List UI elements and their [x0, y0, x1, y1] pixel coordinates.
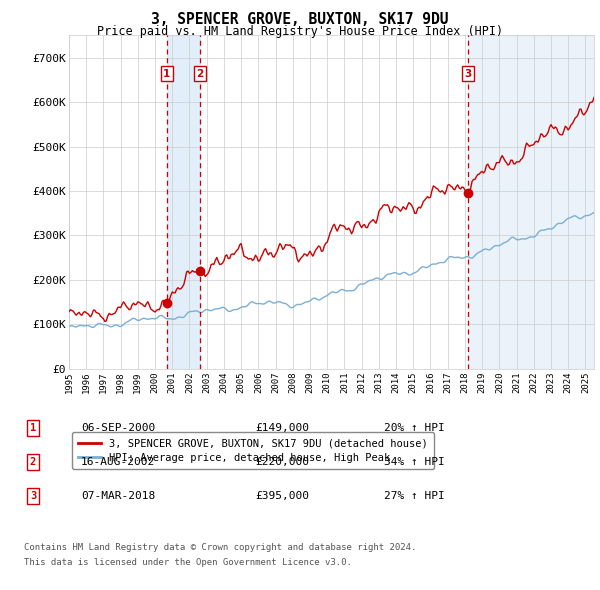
- Text: £220,000: £220,000: [255, 457, 309, 467]
- Text: 1: 1: [30, 423, 36, 432]
- Text: 3: 3: [464, 69, 472, 78]
- Text: 06-SEP-2000: 06-SEP-2000: [81, 423, 155, 432]
- Text: 1: 1: [163, 69, 170, 78]
- Text: 16-AUG-2002: 16-AUG-2002: [81, 457, 155, 467]
- Text: 2: 2: [197, 69, 204, 78]
- Text: Price paid vs. HM Land Registry's House Price Index (HPI): Price paid vs. HM Land Registry's House …: [97, 25, 503, 38]
- Text: 2: 2: [30, 457, 36, 467]
- Text: 20% ↑ HPI: 20% ↑ HPI: [384, 423, 445, 432]
- Text: £149,000: £149,000: [255, 423, 309, 432]
- Text: 3, SPENCER GROVE, BUXTON, SK17 9DU: 3, SPENCER GROVE, BUXTON, SK17 9DU: [151, 12, 449, 27]
- Bar: [167, 35, 200, 369]
- Text: 07-MAR-2018: 07-MAR-2018: [81, 491, 155, 501]
- Text: 34% ↑ HPI: 34% ↑ HPI: [384, 457, 445, 467]
- Text: This data is licensed under the Open Government Licence v3.0.: This data is licensed under the Open Gov…: [24, 558, 352, 568]
- Text: 27% ↑ HPI: 27% ↑ HPI: [384, 491, 445, 501]
- Bar: [468, 35, 594, 369]
- Text: Contains HM Land Registry data © Crown copyright and database right 2024.: Contains HM Land Registry data © Crown c…: [24, 543, 416, 552]
- Legend: 3, SPENCER GROVE, BUXTON, SK17 9DU (detached house), HPI: Average price, detache: 3, SPENCER GROVE, BUXTON, SK17 9DU (deta…: [71, 432, 434, 469]
- Text: £395,000: £395,000: [255, 491, 309, 501]
- Text: 3: 3: [30, 491, 36, 501]
